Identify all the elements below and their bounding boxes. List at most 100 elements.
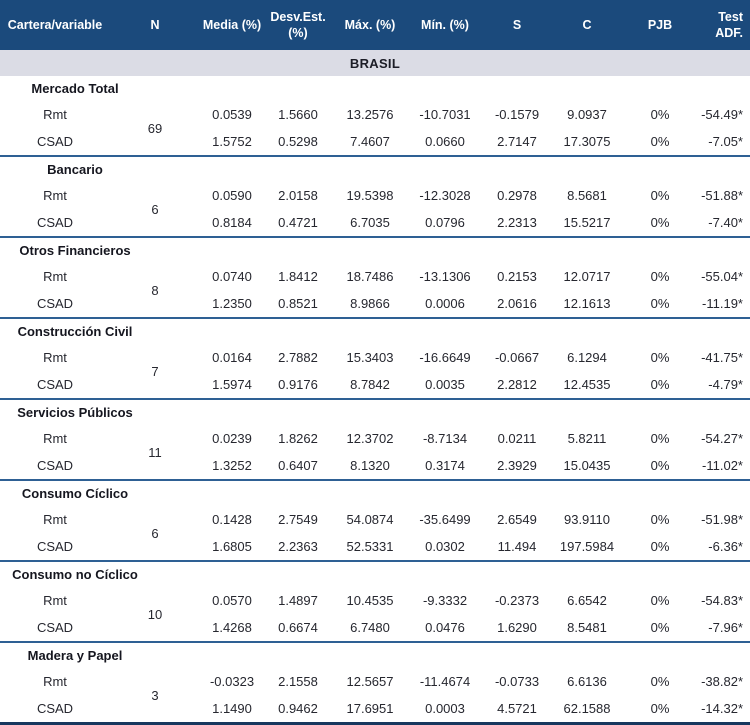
- column-header-test-adf: Test ADF.: [698, 0, 750, 50]
- stat-value: 0.0539: [200, 101, 264, 128]
- stat-value: 12.3702: [332, 425, 408, 452]
- variable-label: Rmt: [0, 182, 110, 209]
- stat-value: 1.5752: [200, 128, 264, 155]
- stat-value: -0.0667: [482, 344, 552, 371]
- stat-value: -12.3028: [408, 182, 482, 209]
- stat-value: 0.0164: [200, 344, 264, 371]
- stat-value: 8.7842: [332, 371, 408, 398]
- stat-value: 0.0035: [408, 371, 482, 398]
- group-label: Bancario: [47, 161, 103, 177]
- variable-label: Rmt: [0, 425, 110, 452]
- stat-value: 0%: [622, 209, 698, 236]
- n-value: 69: [110, 101, 200, 155]
- column-header-c: C: [552, 0, 622, 50]
- stat-value: 0%: [622, 506, 698, 533]
- stat-value: 1.2350: [200, 290, 264, 317]
- variable-label: CSAD: [0, 128, 110, 155]
- stat-value: 19.5398: [332, 182, 408, 209]
- stat-value: 0.8184: [200, 209, 264, 236]
- stat-value: 1.8412: [264, 263, 332, 290]
- stat-value: -11.4674: [408, 668, 482, 695]
- group-header-row: Servicios Públicos: [0, 398, 750, 425]
- group-label: Consumo Cíclico: [21, 485, 129, 501]
- variable-label: CSAD: [0, 290, 110, 317]
- data-row: Rmt 69 0.0539 1.5660 13.2576 -10.7031 -0.1579 9…: [0, 101, 750, 155]
- group-label-cell: Servicios Públicos: [0, 398, 750, 425]
- variable-label: CSAD: [0, 533, 110, 560]
- stat-value: 15.3403: [332, 344, 408, 371]
- stat-value: -0.2373: [482, 587, 552, 614]
- stat-value: 2.0158: [264, 182, 332, 209]
- stat-value: 0.2978: [482, 182, 552, 209]
- header-row: Cartera/variable N Media (%) Desv.Est. (…: [0, 0, 750, 50]
- stat-value: 10.4535: [332, 587, 408, 614]
- stat-value: 0.8521: [264, 290, 332, 317]
- stat-value: 0.2153: [482, 263, 552, 290]
- variable-label: Rmt: [0, 587, 110, 614]
- group-label-cell: Construcción Civil: [0, 317, 750, 344]
- group-header-row: Mercado Total: [0, 76, 750, 101]
- stat-value: 15.5217: [552, 209, 622, 236]
- variable-label: CSAD: [0, 209, 110, 236]
- stat-value: 15.0435: [552, 452, 622, 479]
- data-row: Rmt 8 0.0740 1.8412 18.7486 -13.1306 0.2153 12.…: [0, 263, 750, 317]
- stat-value: 2.1558: [264, 668, 332, 695]
- stat-value: 0%: [622, 263, 698, 290]
- column-header-pjb: PJB: [622, 0, 698, 50]
- stat-value: 2.7882: [264, 344, 332, 371]
- n-value: 11: [110, 425, 200, 479]
- stat-value: -16.6649: [408, 344, 482, 371]
- stat-value: 6.7035: [332, 209, 408, 236]
- stat-value: 0%: [622, 614, 698, 641]
- stat-value: 0%: [622, 452, 698, 479]
- stat-value: 0.6407: [264, 452, 332, 479]
- data-row: Rmt 7 0.0164 2.7882 15.3403 -16.6649 -0.0667 6.…: [0, 344, 750, 398]
- group-label-cell: Bancario: [0, 155, 750, 182]
- stat-value: 0%: [622, 371, 698, 398]
- group-label-cell: Otros Financieros: [0, 236, 750, 263]
- stat-value: 5.8211: [552, 425, 622, 452]
- n-value: 6: [110, 506, 200, 560]
- stat-value: -8.7134: [408, 425, 482, 452]
- stat-value: 0.1428: [200, 506, 264, 533]
- stat-value: 6.6136: [552, 668, 622, 695]
- stat-value: -10.7031: [408, 101, 482, 128]
- n-value: 3: [110, 668, 200, 722]
- stat-value: 0.0239: [200, 425, 264, 452]
- stat-value: 2.2313: [482, 209, 552, 236]
- stat-value: 0.6674: [264, 614, 332, 641]
- stat-value: 2.7549: [264, 506, 332, 533]
- stat-value: 1.3252: [200, 452, 264, 479]
- group-label: Consumo no Cíclico: [12, 566, 138, 582]
- adf-value: -7.96*: [698, 614, 750, 641]
- stat-value: 6.1294: [552, 344, 622, 371]
- data-row: Rmt 6 0.0590 2.0158 19.5398 -12.3028 0.2978 8.5…: [0, 182, 750, 236]
- group-label-cell: Mercado Total: [0, 76, 750, 101]
- column-header-desv-est: Desv.Est. (%): [264, 0, 332, 50]
- column-header-s: S: [482, 0, 552, 50]
- stat-value: 0.0006: [408, 290, 482, 317]
- variable-label: Rmt: [0, 506, 110, 533]
- stat-value: 13.2576: [332, 101, 408, 128]
- variable-label: Rmt: [0, 668, 110, 695]
- stat-value: 8.1320: [332, 452, 408, 479]
- column-header-max: Máx. (%): [332, 0, 408, 50]
- group-label: Mercado Total: [31, 80, 119, 96]
- stat-value: 1.5660: [264, 101, 332, 128]
- stat-value: 2.2812: [482, 371, 552, 398]
- table-body: BRASIL Mercado Total Rmt 69 0.0539 1.5660 13.…: [0, 50, 750, 722]
- stat-value: 2.6549: [482, 506, 552, 533]
- column-header-n: N: [110, 0, 200, 50]
- region-label: BRASIL: [0, 50, 750, 76]
- group-label: Otros Financieros: [19, 242, 131, 258]
- stat-value: 12.0717: [552, 263, 622, 290]
- stat-value: 0.0211: [482, 425, 552, 452]
- data-row: Rmt 3 -0.0323 2.1558 12.5657 -11.4674 -0.0733 6…: [0, 668, 750, 722]
- stat-value: 0.0740: [200, 263, 264, 290]
- stat-value: 8.5481: [552, 614, 622, 641]
- stat-value: 11.494: [482, 533, 552, 560]
- stat-value: 1.4897: [264, 587, 332, 614]
- stat-value: 0%: [622, 290, 698, 317]
- data-row: Rmt 10 0.0570 1.4897 10.4535 -9.3332 -0.2373 6.…: [0, 587, 750, 641]
- variable-label: Rmt: [0, 101, 110, 128]
